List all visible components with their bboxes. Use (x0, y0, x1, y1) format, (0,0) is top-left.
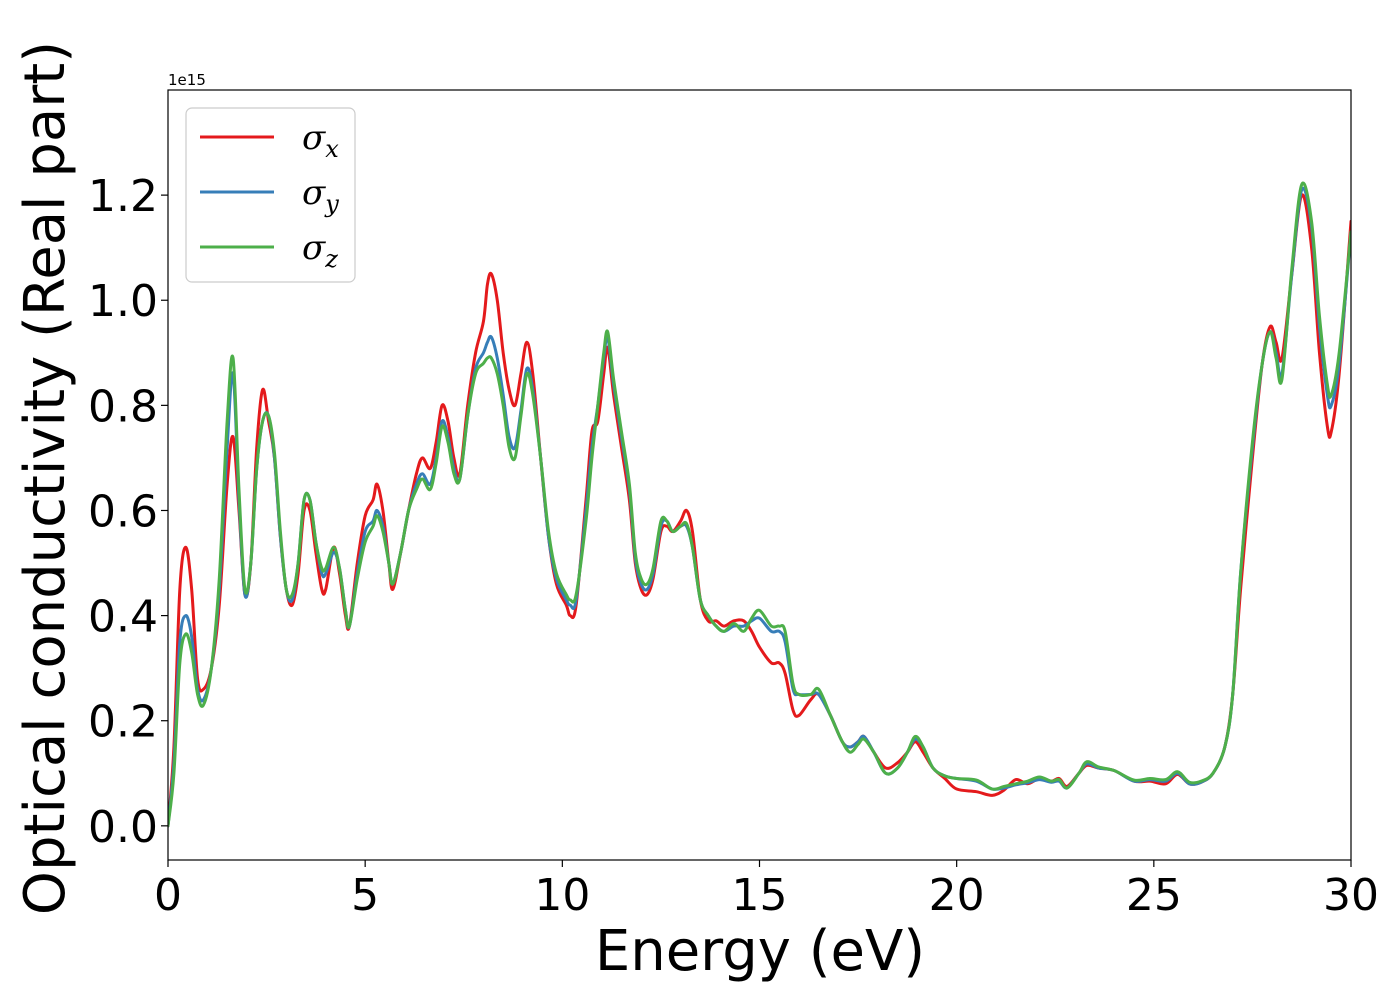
y-tick-label: 1.0 (88, 276, 158, 327)
y-tick-label: 0.4 (88, 592, 158, 643)
x-tick-label: 0 (154, 870, 182, 921)
x-axis-title: Energy (eV) (595, 919, 925, 984)
legend-box (185, 107, 356, 283)
y-tick-label: 0.6 (88, 486, 158, 537)
x-tick-label: 20 (929, 870, 985, 921)
y-tick-label: 0.8 (88, 381, 158, 432)
x-tick-label: 25 (1126, 870, 1182, 921)
y-offset-label: 1e15 (168, 71, 206, 89)
y-axis-title: Optical conductivity (Real part) (13, 41, 78, 915)
x-tick-label: 30 (1323, 870, 1379, 921)
y-tick-label: 1.2 (88, 171, 158, 222)
legend-label-y: σy (302, 173, 339, 218)
plot-lines (168, 181, 1351, 828)
legend: σx σy σz (185, 107, 356, 283)
x-tick-label: 5 (351, 870, 379, 921)
x-tick-label: 15 (732, 870, 788, 921)
x-axis: 0 5 10 15 20 25 30 (154, 860, 1379, 921)
y-tick-label: 0.2 (88, 697, 158, 748)
y-tick-label: 0.0 (88, 802, 158, 853)
x-tick-label: 10 (534, 870, 590, 921)
legend-label-x: σx (302, 118, 339, 163)
legend-label-z: σz (302, 228, 338, 273)
y-axis: 0.0 0.2 0.4 0.6 0.8 1.0 1.2 (88, 171, 168, 853)
series-line-z (168, 181, 1351, 828)
